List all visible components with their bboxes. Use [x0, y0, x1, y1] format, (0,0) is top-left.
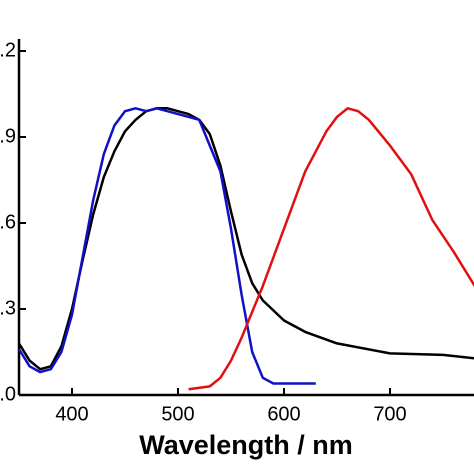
x-tick-label: 600	[267, 403, 300, 425]
y-tick-label: 0.3	[0, 297, 16, 319]
y-tick-label: 0.9	[0, 125, 16, 147]
x-tick-label: 400	[55, 403, 88, 425]
line-series	[17, 107, 474, 371]
y-tick-label: 0.6	[0, 211, 16, 233]
line-series	[17, 107, 316, 385]
y-tick-label: 1.2	[0, 39, 16, 61]
line-series	[188, 107, 474, 391]
x-tick-label: 500	[161, 403, 194, 425]
y-tick-label: 0.0	[0, 383, 16, 405]
x-axis-title: Wavelength / nm	[139, 430, 353, 460]
x-tick-label: 700	[373, 403, 406, 425]
